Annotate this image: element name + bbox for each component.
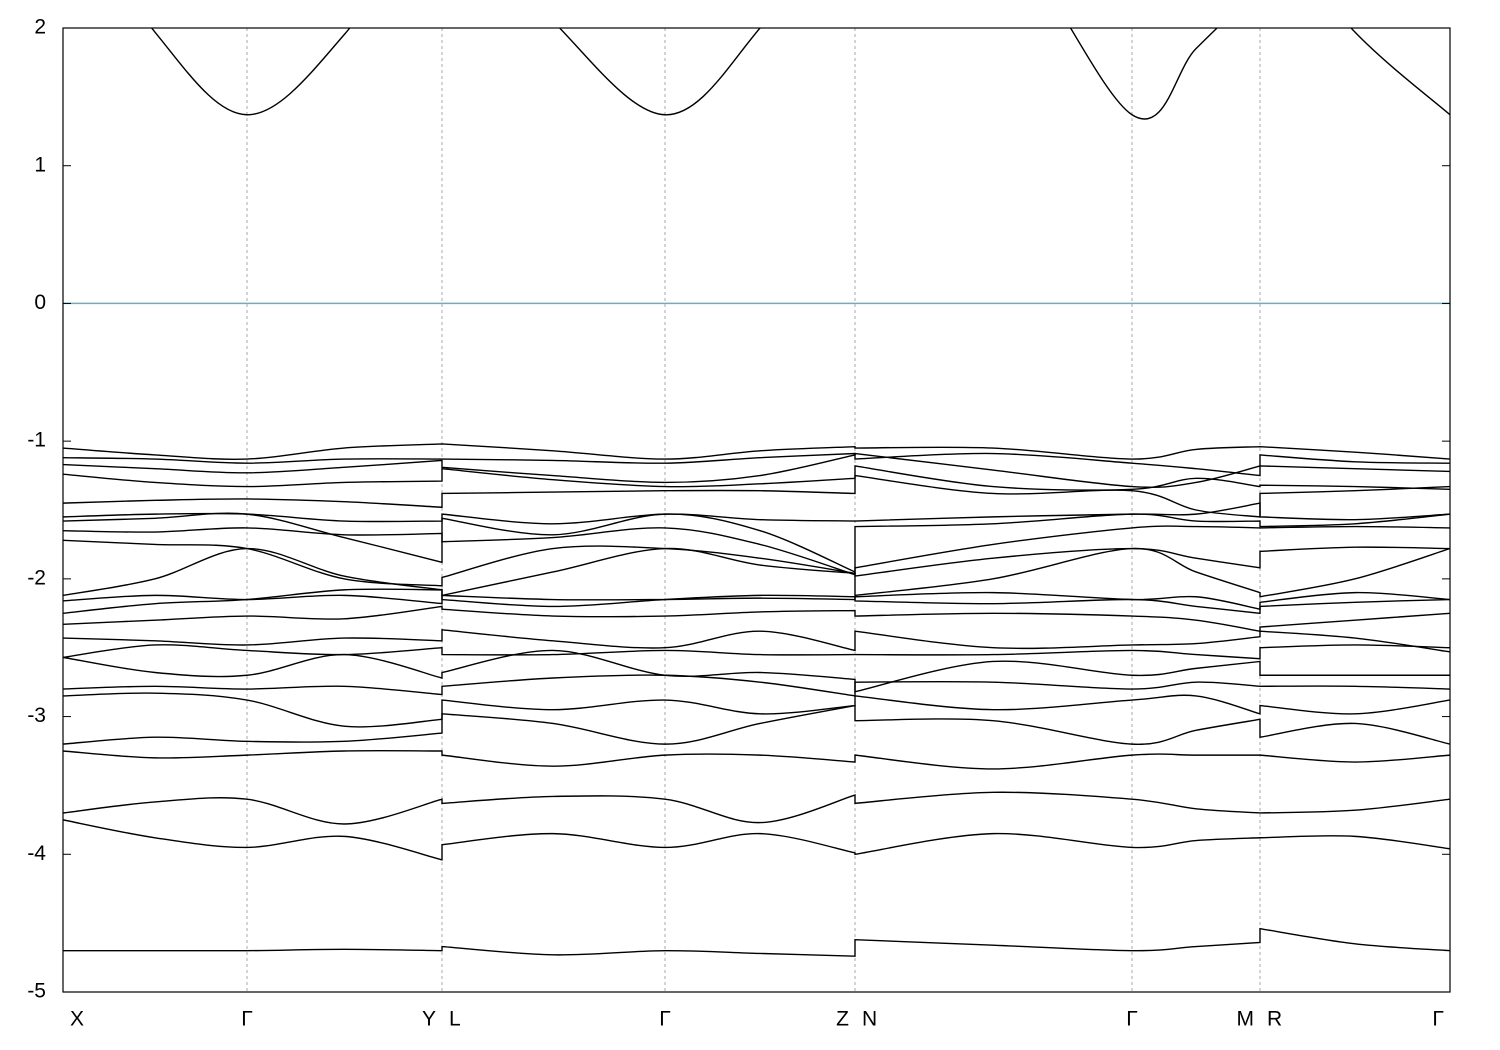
x-tick-label: Z	[836, 1008, 849, 1031]
band-line	[150, 28, 1450, 120]
band-line	[63, 704, 1450, 745]
band-line	[63, 791, 1450, 825]
y-tick-label: 0	[34, 291, 46, 314]
band-line	[63, 547, 1450, 598]
y-tick-label: -3	[27, 704, 46, 727]
x-tick-label: R	[1267, 1008, 1282, 1031]
x-tick-label: Y	[422, 1008, 436, 1031]
band-line	[63, 452, 1450, 488]
band-line	[63, 674, 1450, 697]
band-line	[63, 512, 1450, 574]
band-line	[63, 819, 1450, 861]
band-line	[63, 749, 1450, 770]
band-line	[63, 644, 1450, 660]
y-tick-label: -5	[27, 980, 46, 1003]
band-line	[63, 474, 1450, 518]
band-line	[63, 525, 1450, 576]
plot-frame	[62, 27, 1451, 993]
plot-area	[63, 28, 1450, 957]
y-tick-label: -2	[27, 566, 46, 589]
band-line	[63, 465, 1450, 491]
band-line	[63, 591, 1450, 611]
x-tick-label: Γ	[1126, 1008, 1138, 1031]
y-tick-label: -4	[27, 842, 46, 865]
band-line	[63, 588, 1450, 615]
band-line	[63, 502, 1450, 525]
x-tick-label: L	[449, 1008, 461, 1031]
x-tick-label: N	[862, 1008, 877, 1031]
band-line	[63, 692, 1450, 728]
band-line	[63, 629, 1450, 653]
band-line	[63, 539, 1450, 587]
x-tick-label: Γ	[659, 1008, 671, 1031]
y-tick-label: -1	[27, 429, 46, 452]
y-tick-label: 2	[34, 16, 46, 39]
x-tick-label: Γ	[1432, 1008, 1444, 1031]
band-line	[63, 605, 1450, 633]
band-line	[63, 649, 1450, 693]
x-tick-label: M	[1237, 1008, 1255, 1031]
band-line	[63, 452, 1450, 477]
x-tick-label: X	[70, 1008, 84, 1031]
band-line	[63, 927, 1450, 957]
y-tick-label: 1	[34, 153, 46, 176]
band-line	[63, 443, 1450, 460]
x-tick-label: Γ	[241, 1008, 253, 1031]
